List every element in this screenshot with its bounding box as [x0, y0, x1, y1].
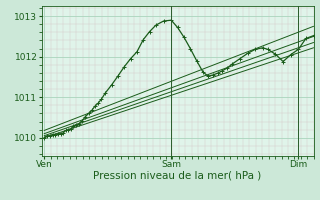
X-axis label: Pression niveau de la mer( hPa ): Pression niveau de la mer( hPa ) [93, 171, 262, 181]
